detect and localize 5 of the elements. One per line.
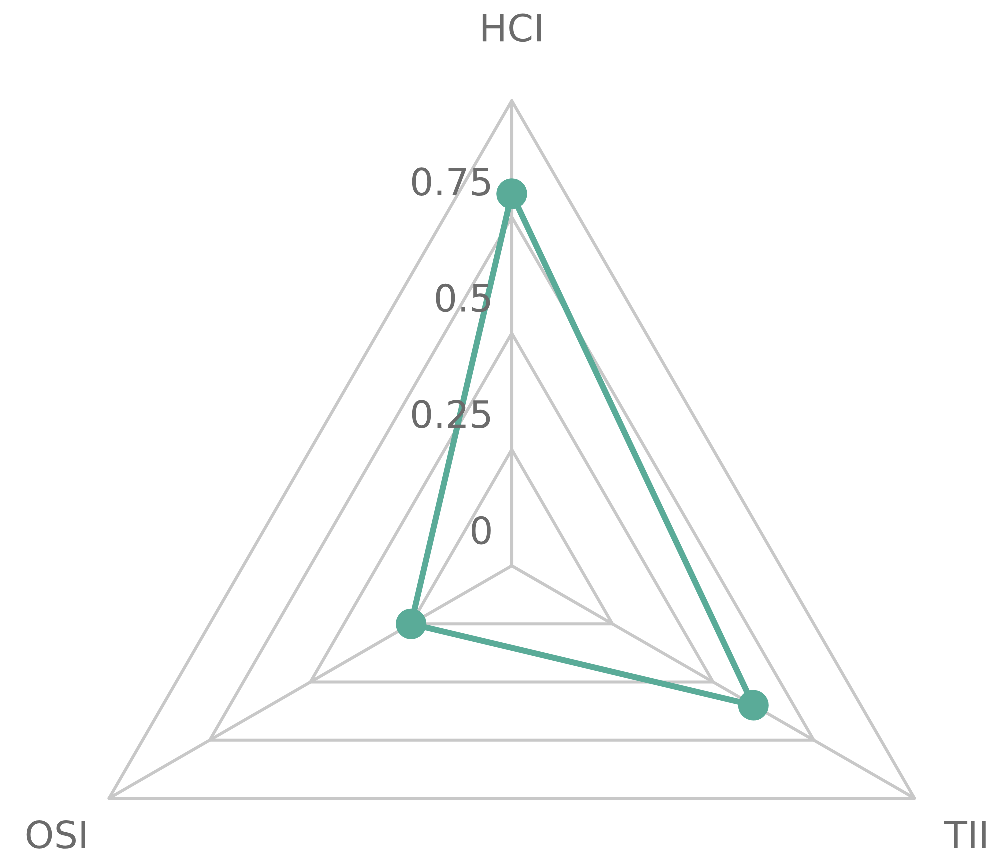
spoke-label: HCI	[482, 14, 542, 42]
y-tick-label: 0.75	[412, 168, 490, 196]
y-tick-label: 0	[472, 516, 491, 545]
spoke-label: OSI	[26, 820, 86, 849]
spoke-label: TII	[944, 821, 986, 848]
